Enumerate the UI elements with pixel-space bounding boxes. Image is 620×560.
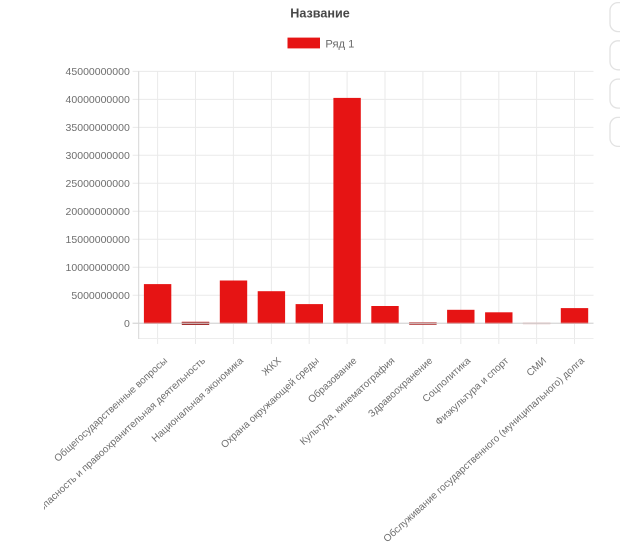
svg-text:40000000000: 40000000000 <box>66 94 130 106</box>
svg-text:25000000000: 25000000000 <box>66 178 130 190</box>
svg-text:0: 0 <box>124 318 130 330</box>
svg-text:Название: Название <box>290 7 349 21</box>
svg-text:10000000000: 10000000000 <box>66 262 130 274</box>
svg-text:20000000000: 20000000000 <box>66 206 130 218</box>
svg-text:30000000000: 30000000000 <box>66 150 130 162</box>
svg-text:15000000000: 15000000000 <box>66 234 130 246</box>
svg-text:5000000000: 5000000000 <box>71 290 130 302</box>
svg-text:35000000000: 35000000000 <box>66 122 130 134</box>
svg-text:Ряд 1: Ряд 1 <box>325 39 354 51</box>
svg-text:45000000000: 45000000000 <box>66 66 130 78</box>
